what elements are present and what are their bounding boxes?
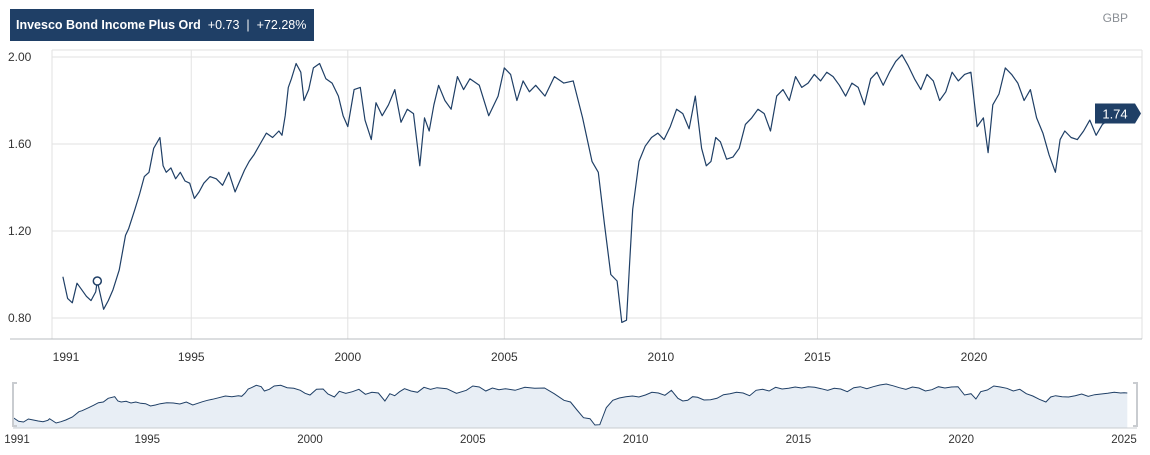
navigator-tick-label: 2025 bbox=[1111, 434, 1137, 446]
navigator-tick-label: 2010 bbox=[623, 434, 649, 446]
x-tick-label: 2000 bbox=[334, 350, 361, 364]
navigator-tick-label: 2015 bbox=[786, 434, 812, 446]
navigator-right-handle[interactable] bbox=[1133, 382, 1138, 427]
x-tick-label: 2015 bbox=[804, 350, 831, 364]
navigator-tick-label: 2020 bbox=[948, 434, 974, 446]
last-value-badge bbox=[1095, 103, 1141, 124]
x-tick-label: 2005 bbox=[491, 350, 518, 364]
y-tick-label: 0.80 bbox=[8, 311, 32, 325]
y-tick-label: 2.00 bbox=[8, 50, 32, 64]
price-series-line bbox=[62, 54, 1135, 323]
navigator-left-handle[interactable] bbox=[12, 382, 17, 427]
series-separator: | bbox=[246, 18, 250, 32]
x-tick-label: 2020 bbox=[961, 350, 988, 364]
navigator-tick-label: 1991 bbox=[4, 434, 30, 446]
x-tick-label: 1995 bbox=[178, 350, 205, 364]
navigator-tick-label: 1995 bbox=[134, 434, 160, 446]
event-marker[interactable] bbox=[92, 276, 103, 286]
y-tick-label: 1.20 bbox=[8, 224, 32, 238]
navigator-tick-label: 2000 bbox=[297, 434, 323, 446]
last-value-label: 1.74 bbox=[1102, 107, 1127, 122]
x-tick-label: 2010 bbox=[648, 350, 675, 364]
series-legend-badge[interactable]: Invesco Bond Income Plus Ord +0.73 | +72… bbox=[10, 9, 315, 41]
y-tick-label: 1.60 bbox=[8, 137, 32, 151]
series-change-percent: +72.28% bbox=[256, 18, 307, 32]
navigator-area bbox=[13, 384, 1128, 428]
navigator-tick-label: 2005 bbox=[460, 434, 486, 446]
navigator-line bbox=[13, 383, 1128, 426]
series-change: +0.73 bbox=[207, 18, 240, 32]
x-tick-label: 1991 bbox=[53, 350, 80, 364]
currency-label: GBP bbox=[1102, 11, 1128, 25]
series-name: Invesco Bond Income Plus Ord bbox=[16, 18, 201, 32]
